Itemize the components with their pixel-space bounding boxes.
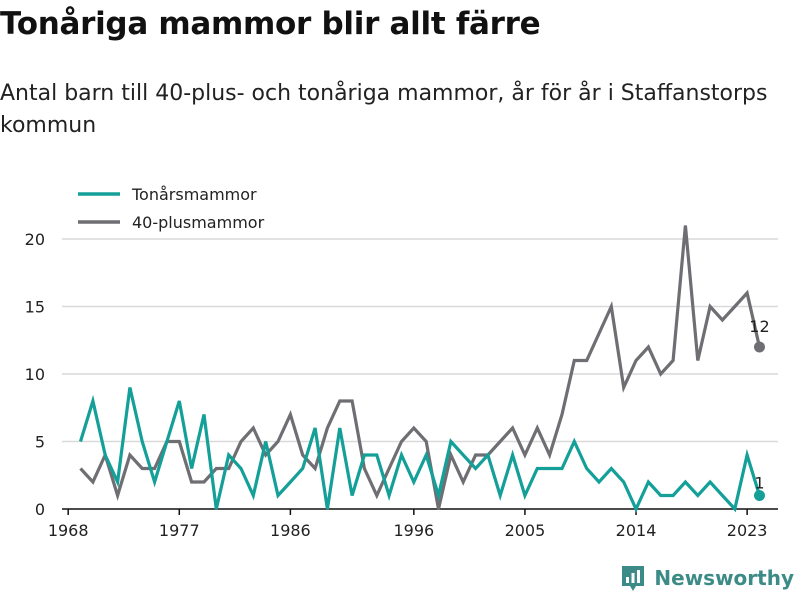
x-tick-label: 1977 [159, 521, 200, 540]
end-label-40-plusmammor: 12 [749, 317, 769, 336]
newsworthy-logo-icon [622, 566, 645, 591]
y-tick-label: 0 [35, 500, 45, 519]
end-label-tonarsmammor: 1 [754, 474, 764, 493]
x-tick-label: 1996 [393, 521, 434, 540]
chart-title: Tonåriga mammor blir allt färre [0, 6, 541, 42]
end-marker-tonarsmammor [753, 490, 765, 501]
x-tick-label: 1986 [270, 521, 311, 540]
x-tick-label: 2005 [505, 521, 546, 540]
series-line-tonarsmammor [78, 387, 762, 513]
end-markers: 12 1 [749, 317, 770, 501]
x-tick-label: 2023 [727, 521, 768, 540]
newsworthy-logo: Newsworthy [620, 564, 794, 592]
grid-lines [62, 238, 778, 443]
brand-name: Newsworthy [654, 566, 794, 590]
y-tick-label: 5 [35, 433, 45, 452]
chart-subtitle: Antal barn till 40-plus- och tonåriga ma… [0, 81, 768, 138]
series-lines [78, 225, 762, 513]
series-line-40-plusmammor [79, 225, 762, 510]
x-tick-label: 2014 [616, 521, 657, 540]
y-axis-ticks: 0 5 10 15 20 [25, 230, 45, 519]
legend-label: Tonårsmammor [131, 185, 257, 204]
legend-label: 40-plusmammor [132, 213, 265, 232]
legend: Tonårsmammor 40-plusmammor [78, 185, 265, 232]
end-marker-40-plusmammor [753, 341, 765, 353]
y-tick-label: 20 [25, 230, 45, 249]
x-axis: 1968 1977 1986 1996 2005 2014 2023 [48, 508, 778, 540]
x-tick-label: 1968 [48, 521, 89, 540]
y-tick-label: 10 [25, 365, 45, 384]
y-tick-label: 15 [25, 298, 45, 317]
